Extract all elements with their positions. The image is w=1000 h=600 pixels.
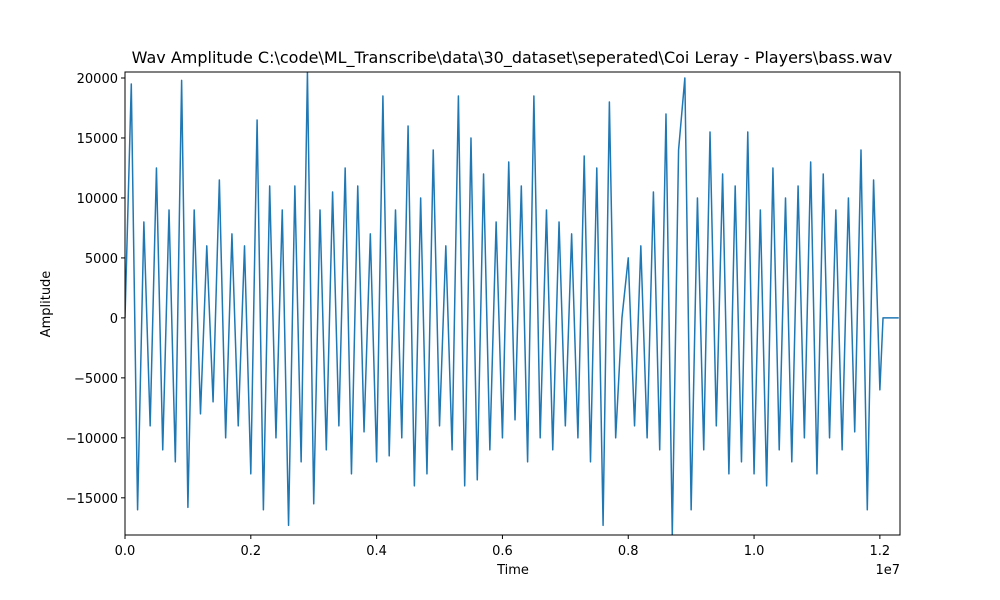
x-tick-label: 0.0 (115, 544, 136, 559)
y-tick-label: 0 (110, 312, 118, 327)
x-tick-label: 0.8 (618, 544, 639, 559)
y-tick-label: 15000 (77, 132, 118, 147)
y-tick-label: 20000 (77, 72, 118, 87)
y-tick-label: −5000 (74, 372, 118, 387)
y-tick-label: 10000 (77, 192, 118, 207)
x-tick-label: 0.6 (492, 544, 513, 559)
x-tick-label: 1.0 (744, 544, 765, 559)
x-offset-label: 1e7 (875, 563, 900, 578)
y-tick-label: 5000 (85, 252, 118, 267)
x-tick-label: 0.4 (366, 544, 387, 559)
y-axis-label: Amplitude (39, 271, 54, 338)
y-tick-label: −10000 (66, 432, 118, 447)
x-tick-label: 1.2 (870, 544, 891, 559)
axes-frame (124, 71, 901, 536)
x-tick-label: 0.2 (240, 544, 261, 559)
x-axis-label: Time (496, 563, 529, 578)
chart-title: Wav Amplitude C:\code\ML_Transcribe\data… (132, 48, 893, 68)
waveform-line (125, 72, 899, 535)
y-tick-label: −15000 (66, 492, 118, 507)
plot-area (125, 72, 899, 535)
